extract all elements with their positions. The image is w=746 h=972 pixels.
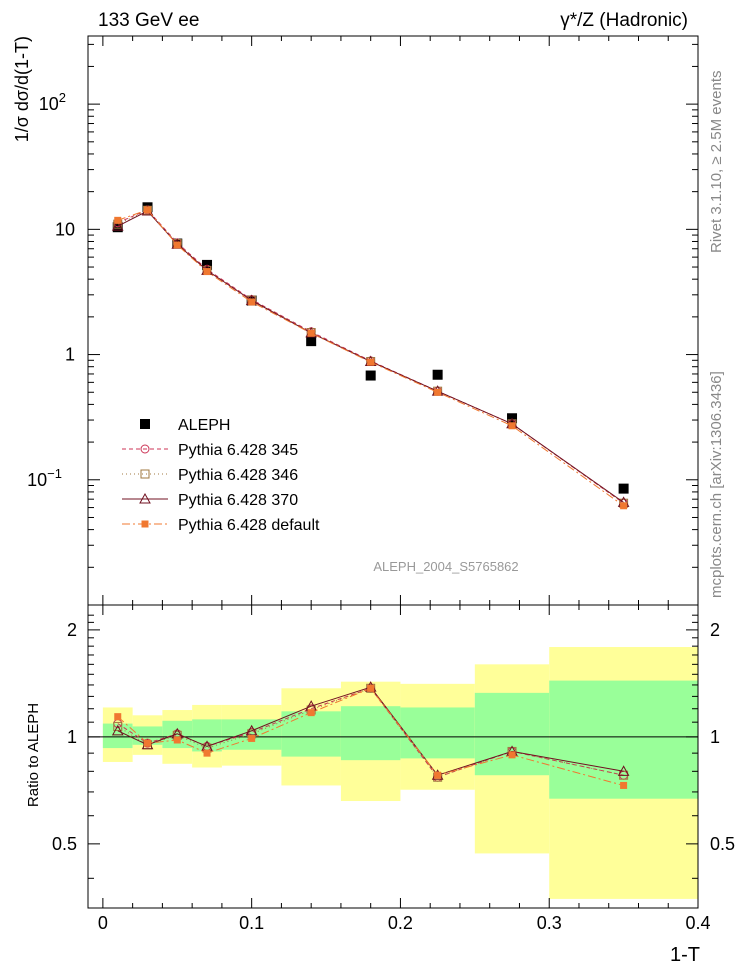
mcplots-reference-label: mcplots.cern.ch [arXiv:1306.3436] (708, 371, 725, 598)
ratio-point-pythia-6-428-370 (617, 765, 630, 776)
main-point-pythia-6-428-default (173, 241, 181, 249)
ratio-point-pythia-6-428-default (508, 751, 516, 759)
ratio-point-pythia-6-428-default (203, 749, 211, 757)
ratio-frame (87, 604, 699, 909)
ratio-line-pythia-6-428-345 (117, 687, 624, 778)
legend-marker-pythia-6-428-345 (140, 444, 150, 454)
header-right-label: γ*/Z (Hadronic) (560, 10, 688, 31)
y-tick-label-0.1: 10−1 (27, 466, 62, 490)
y-tick-label-ratio-right: 0.5 (710, 834, 735, 854)
legend-label-pythia-6-428-370: Pythia 6.428 370 (178, 492, 298, 509)
x-tick-label: 0.4 (685, 913, 710, 933)
legend-marker-pythia-6-428-default (141, 520, 149, 528)
ratio-uncertainty-bands (102, 647, 698, 899)
green-band-bin (400, 707, 475, 759)
main-point-pythia-6-428-default (114, 216, 122, 224)
y-tick-label-ratio-right: 2 (710, 620, 720, 640)
main-point-aleph (112, 222, 123, 233)
main-point-aleph (365, 370, 376, 381)
ratio-point-pythia-6-428-default (367, 684, 375, 692)
green-band-bin (132, 726, 163, 745)
y-axis-label-main: 1/σ dσ/d(1-T) (12, 36, 32, 142)
main-point-aleph (618, 483, 629, 494)
header-left-label: 133 GeV ee (98, 10, 199, 31)
y-tick-label-10: 10 (55, 219, 75, 239)
ratio-point-pythia-6-428-370 (111, 724, 124, 736)
x-axis-label: 1-T (670, 944, 700, 966)
main-point-pythia-6-428-default (620, 502, 628, 510)
ratio-point-pythia-6-428-default (173, 736, 181, 744)
legend: ALEPH Pythia 6.428 345 Pythia 6.428 346 Pyt… (122, 417, 320, 534)
main-point-pythia-6-428-370 (111, 220, 124, 231)
green-band-bin (162, 720, 193, 749)
ratio-line-pythia-6-428-default (117, 687, 624, 786)
y-tick-label-ratio-right: 1 (710, 727, 720, 747)
legend-marker-pythia-6-428-370 (139, 492, 151, 504)
main-point-aleph (306, 336, 317, 347)
y-tick-label-100: 102 (39, 90, 66, 114)
y-tick-label-1: 1 (65, 345, 75, 365)
main-point-pythia-6-428-default (367, 358, 375, 366)
main-point-pythia-6-428-default (434, 388, 442, 396)
y-axis-label-ratio: Ratio to ALEPH (25, 703, 42, 807)
ratio-point-pythia-6-428-default (620, 781, 628, 789)
green-band-bin (281, 711, 341, 757)
main-point-pythia-6-428-default (307, 329, 315, 337)
y-tick-label-ratio-left: 1 (67, 727, 77, 747)
x-tick-label: 0.1 (239, 913, 264, 933)
main-point-pythia-6-428-default (508, 422, 516, 430)
main-line-pythia-6-428-default (117, 209, 624, 507)
legend-label-aleph: ALEPH (178, 417, 230, 434)
legend-marker-pythia-6-428-346 (140, 469, 150, 479)
ratio-point-pythia-6-428-346 (113, 721, 123, 731)
ratio-point-pythia-6-428-default (434, 771, 442, 779)
ratio-point-pythia-6-428-default (144, 739, 152, 747)
x-tick-label: 0.3 (537, 913, 562, 933)
ratio-point-pythia-6-428-default (307, 709, 315, 717)
axis-ticks (88, 36, 699, 908)
y-tick-label-ratio-left: 0.5 (52, 834, 77, 854)
analysis-watermark: ALEPH_2004_S5765862 (373, 559, 518, 574)
main-point-pythia-6-428-default (203, 268, 211, 276)
y-tick-label-ratio-left: 2 (67, 620, 77, 640)
ratio-point-pythia-6-428-default (248, 734, 256, 742)
main-line-pythia-6-428-345 (117, 209, 624, 504)
y-tick-exponent: 2 (59, 90, 66, 105)
x-tick-label: 0.2 (388, 913, 413, 933)
ratio-point-pythia-6-428-370 (245, 724, 258, 736)
rivet-version-label: Rivet 3.1.10, ≥ 2.5M events (708, 70, 725, 254)
green-band-bin (474, 692, 550, 776)
main-point-pythia-6-428-default (144, 206, 152, 214)
ratio-point-pythia-6-428-default (114, 713, 122, 721)
green-band-bin (549, 680, 698, 799)
main-series-group (111, 202, 630, 510)
legend-marker-aleph (140, 419, 150, 429)
ratio-line-pythia-6-428-370 (117, 686, 624, 776)
y-tick-exponent: −1 (47, 466, 62, 481)
green-band-bin (340, 706, 401, 761)
x-tick-label: 0 (98, 913, 108, 933)
plot-frames (87, 35, 699, 909)
main-point-aleph (432, 369, 443, 380)
legend-label-pythia-6-428-346: Pythia 6.428 346 (178, 467, 298, 484)
legend-label-pythia-6-428-345: Pythia 6.428 345 (178, 442, 298, 459)
main-point-pythia-6-428-default (248, 298, 256, 306)
ratio-series-group (111, 681, 630, 789)
legend-label-pythia-6-428-default: Pythia 6.428 default (178, 517, 320, 534)
